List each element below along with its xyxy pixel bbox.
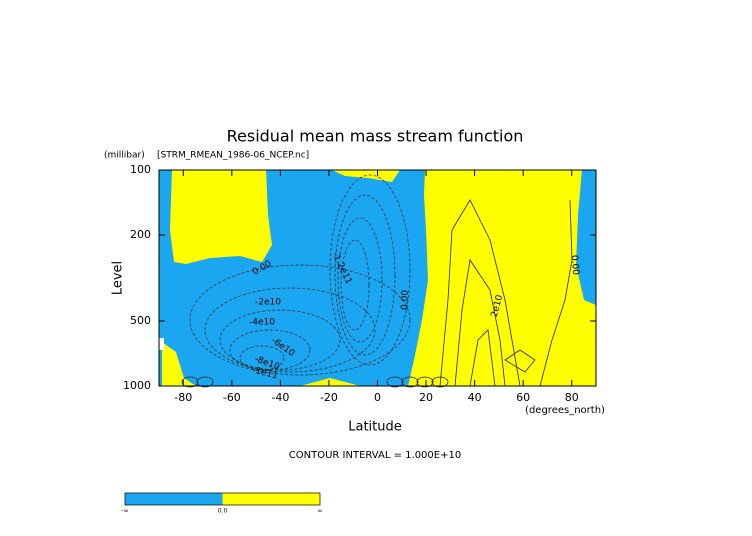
colorbar-negative	[125, 493, 223, 505]
file-label: [STRM_RMEAN_1986-06_NCEP.nc]	[157, 151, 309, 161]
contour-line	[439, 199, 521, 387]
y-tick-label: 500	[130, 314, 151, 327]
chart-title: Residual mean mass stream function	[227, 127, 524, 146]
contour-label: 0.00	[400, 290, 411, 311]
contour-line	[181, 376, 199, 388]
contour-line	[204, 287, 376, 373]
contour-line	[386, 376, 404, 388]
x-units: (degrees_north)	[525, 405, 605, 416]
x-tick-label: 80	[565, 391, 579, 404]
contour-line	[504, 349, 536, 373]
y-axis-label: Level	[111, 261, 126, 295]
positive-region	[332, 170, 400, 182]
colorbar-label: 0.0	[218, 508, 228, 515]
positive-region	[170, 170, 272, 264]
colorbar-frame	[124, 492, 321, 506]
colorbar-label: ∞	[318, 508, 323, 515]
y-tick-label: 100	[130, 163, 151, 176]
positive-region	[162, 342, 196, 386]
contour-line	[401, 376, 419, 388]
x-tick-label: 40	[468, 391, 482, 404]
contour-line	[196, 376, 214, 388]
positive-region	[300, 378, 360, 386]
contour-line	[239, 345, 285, 371]
positive-region	[408, 170, 596, 386]
x-tick-label: -40	[271, 391, 289, 404]
x-tick-label: -80	[174, 391, 192, 404]
missing-region	[159, 338, 164, 350]
y-units: (millibar)	[104, 151, 145, 161]
x-tick-label: -60	[223, 391, 241, 404]
x-axis-label: Latitude	[348, 420, 402, 435]
contour-line	[334, 194, 396, 356]
contour-line	[340, 239, 370, 331]
contour-line	[229, 329, 311, 371]
contour-line	[469, 329, 496, 387]
x-tick-label: -20	[320, 391, 338, 404]
y-tick-label: 1000	[123, 379, 151, 392]
x-tick-label: 20	[419, 391, 433, 404]
contour-line	[219, 309, 341, 371]
contour-line	[416, 376, 434, 388]
colorbar-label: -∞	[121, 508, 128, 515]
plot-area: 0.00-2e10-4e10-6e10-8e10-1e11-1.2e110.00…	[158, 169, 597, 388]
contour-line	[539, 199, 573, 387]
contour-line	[329, 174, 411, 366]
contour-label: -2e10	[255, 298, 281, 308]
x-tick-label: 60	[516, 391, 530, 404]
contour-label: 0.00	[569, 255, 581, 276]
contour-label: -4e10	[249, 318, 275, 328]
contour-line	[454, 258, 506, 387]
contour-line	[337, 217, 383, 343]
contour-line	[189, 264, 411, 376]
contour-line	[431, 376, 449, 388]
footnote: CONTOUR INTERVAL = 1.000E+10	[289, 450, 461, 461]
colorbar-positive	[222, 493, 320, 505]
x-tick-label: 0	[374, 391, 381, 404]
y-tick-label: 200	[130, 228, 151, 241]
